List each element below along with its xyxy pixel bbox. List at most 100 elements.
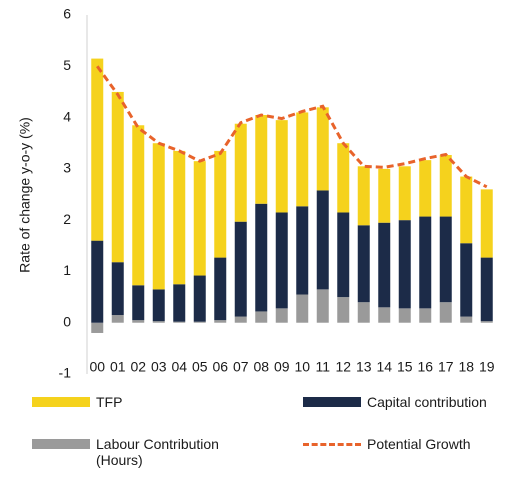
bar bbox=[357, 302, 370, 323]
legend-swatch bbox=[32, 439, 90, 449]
bar bbox=[132, 320, 145, 323]
legend-label: Labour Contribution (Hours) bbox=[96, 436, 219, 468]
bar bbox=[173, 284, 186, 322]
bar bbox=[91, 240, 104, 323]
x-tick-label: 14 bbox=[376, 359, 392, 375]
x-tick-label: 00 bbox=[89, 359, 105, 375]
x-tick-label: 16 bbox=[417, 359, 433, 375]
bar bbox=[214, 320, 227, 323]
bar bbox=[480, 189, 493, 258]
bar bbox=[337, 212, 350, 298]
legend-swatch bbox=[303, 397, 361, 407]
bar bbox=[193, 275, 206, 322]
bar bbox=[275, 212, 288, 309]
bar bbox=[316, 289, 329, 323]
bar bbox=[214, 257, 227, 321]
x-tick-label: 11 bbox=[315, 359, 330, 375]
x-tick-label: 13 bbox=[356, 359, 372, 375]
bar bbox=[337, 297, 350, 323]
x-tick-label: 18 bbox=[458, 359, 474, 375]
bar bbox=[378, 168, 391, 223]
bar bbox=[357, 225, 370, 303]
bar bbox=[152, 143, 165, 290]
bar bbox=[91, 322, 104, 333]
y-tick-label: 0 bbox=[63, 313, 71, 329]
line bbox=[96, 65, 488, 189]
x-tick-label: 07 bbox=[233, 359, 249, 375]
x-tick-label: 05 bbox=[192, 359, 208, 375]
legend-label: Capital contribution bbox=[367, 394, 487, 410]
bar bbox=[296, 112, 309, 207]
x-tick-label: 09 bbox=[274, 359, 290, 375]
bar bbox=[419, 216, 432, 309]
bar bbox=[378, 222, 391, 308]
x-tick-label: 08 bbox=[253, 359, 269, 375]
x-tick-label: 06 bbox=[212, 359, 228, 375]
bar bbox=[152, 321, 165, 323]
y-tick-label: 2 bbox=[63, 211, 71, 227]
bar bbox=[460, 176, 473, 244]
y-tick-label: 5 bbox=[63, 57, 71, 73]
y-tick-label: 3 bbox=[63, 160, 71, 176]
bar bbox=[378, 307, 391, 323]
bar bbox=[357, 166, 370, 226]
bar bbox=[316, 190, 329, 290]
bar bbox=[316, 107, 329, 191]
bar bbox=[296, 206, 309, 295]
bar bbox=[255, 203, 268, 312]
x-tick-label: 12 bbox=[335, 359, 351, 375]
bar bbox=[296, 294, 309, 323]
x-tick-label: 03 bbox=[151, 359, 167, 375]
legend-item: Labour Contribution (Hours) bbox=[32, 436, 246, 468]
y-tick-label: 1 bbox=[63, 262, 71, 278]
bar bbox=[398, 220, 411, 309]
bar bbox=[132, 125, 145, 286]
bar bbox=[398, 166, 411, 221]
bar bbox=[173, 150, 186, 285]
bar bbox=[275, 308, 288, 323]
bar bbox=[419, 308, 432, 323]
bar bbox=[152, 289, 165, 322]
legend-label: Potential Growth bbox=[367, 436, 471, 452]
bar bbox=[255, 311, 268, 323]
legend-label: TFP bbox=[96, 394, 123, 410]
bar bbox=[419, 160, 432, 217]
bar bbox=[439, 302, 452, 323]
bar bbox=[460, 316, 473, 323]
bar bbox=[398, 308, 411, 323]
legend-swatch bbox=[303, 443, 361, 446]
x-tick-label: 10 bbox=[294, 359, 310, 375]
x-tick-label: 17 bbox=[438, 359, 454, 375]
legend-item: Potential Growth bbox=[303, 436, 517, 452]
legend-swatch bbox=[32, 397, 90, 407]
bar bbox=[234, 123, 247, 222]
y-tick-label: 4 bbox=[63, 108, 71, 124]
bar bbox=[193, 161, 206, 276]
bar bbox=[214, 150, 227, 258]
y-tick-label: -1 bbox=[59, 365, 72, 381]
bar bbox=[111, 91, 124, 263]
bar bbox=[255, 115, 268, 204]
bar bbox=[111, 262, 124, 316]
bar bbox=[91, 58, 104, 241]
bar bbox=[275, 120, 288, 213]
legend-item: Capital contribution bbox=[303, 394, 517, 410]
bar bbox=[193, 321, 206, 323]
bar bbox=[480, 321, 493, 323]
x-tick-label: 04 bbox=[171, 359, 187, 375]
y-tick-label: 6 bbox=[63, 6, 71, 22]
bar bbox=[234, 316, 247, 323]
bar bbox=[480, 257, 493, 322]
x-tick-label: 01 bbox=[110, 359, 126, 375]
bar bbox=[439, 155, 452, 217]
y-axis-label: Rate of change y-o-y (%) bbox=[17, 117, 33, 273]
bar bbox=[132, 285, 145, 321]
bar bbox=[460, 243, 473, 317]
bar bbox=[439, 216, 452, 303]
bar bbox=[111, 315, 124, 323]
x-tick-label: 19 bbox=[479, 359, 495, 375]
legend-item: TFP bbox=[32, 394, 246, 410]
bar bbox=[234, 221, 247, 317]
